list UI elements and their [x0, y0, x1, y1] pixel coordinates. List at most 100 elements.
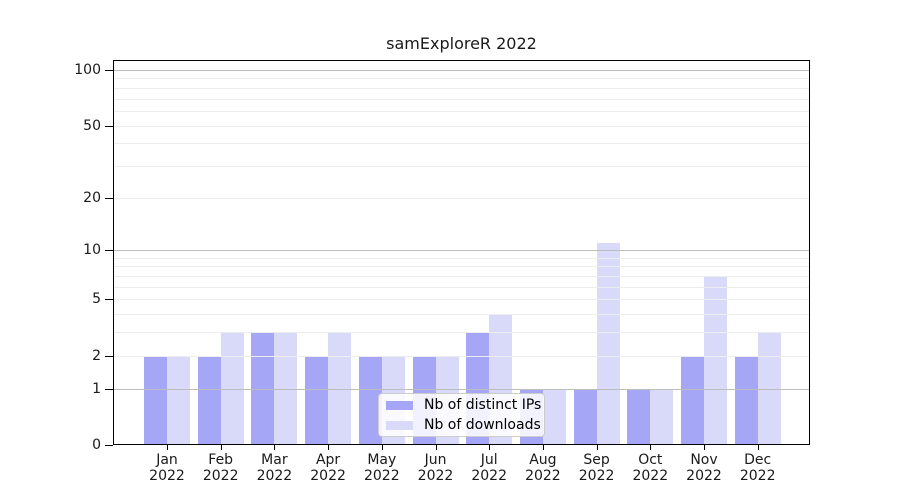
y-tick-mark [105, 125, 113, 127]
x-tick-mark [274, 445, 276, 450]
x-tick-mark [650, 445, 652, 450]
x-tick-label: Mar 2022 [242, 452, 306, 484]
x-tick-label: Oct 2022 [618, 452, 682, 484]
bar-distinct-ips-sep [573, 388, 597, 445]
x-tick-month: Jun [424, 452, 447, 468]
x-tick-mark [542, 445, 544, 450]
x-tick-year: 2022 [525, 468, 561, 484]
bar-distinct-ips-apr [305, 355, 329, 445]
minor-gridline [113, 332, 810, 334]
minor-gridline [113, 314, 810, 316]
x-tick-label: Apr 2022 [296, 452, 360, 484]
x-tick-mark [757, 445, 759, 450]
minor-gridline [113, 78, 810, 80]
legend-row: Nb of distinct IPs [379, 397, 544, 414]
x-tick-month: Jan [156, 452, 178, 468]
x-tick-year: 2022 [310, 468, 346, 484]
minor-gridline [113, 87, 810, 89]
x-tick-month: Mar [261, 452, 288, 468]
x-tick-mark [489, 445, 491, 450]
minor-gridline [113, 197, 810, 199]
legend-row: Nb of downloads [379, 417, 544, 434]
x-tick-label: Nov 2022 [672, 452, 736, 484]
x-tick-month: Dec [744, 452, 772, 468]
y-tick-label: 1 [92, 380, 101, 397]
x-tick-year: 2022 [417, 468, 454, 484]
y-tick-label: 100 [74, 62, 101, 79]
x-tick-year: 2022 [739, 468, 776, 484]
legend-label: Nb of downloads [424, 417, 541, 433]
y-tick-mark [105, 355, 113, 357]
y-tick-mark [105, 388, 113, 390]
legend: Nb of distinct IPs Nb of downloads [378, 393, 545, 437]
minor-gridline [113, 143, 810, 145]
x-tick-label: Aug 2022 [511, 452, 575, 484]
plot-area [113, 60, 810, 445]
bar-downloads-jan [167, 355, 190, 445]
minor-gridline [113, 110, 810, 112]
bar-downloads-sep [596, 243, 620, 445]
x-tick-mark [328, 445, 330, 450]
y-tick-label: 10 [83, 242, 101, 259]
bar-distinct-ips-nov [681, 355, 704, 445]
bar-distinct-ips-may [358, 355, 382, 445]
major-gridline [113, 388, 810, 390]
chart-title: samExploreR 2022 [386, 34, 537, 53]
major-gridline [113, 70, 810, 72]
x-tick-year: 2022 [686, 468, 722, 484]
x-tick-label: Dec 2022 [726, 452, 790, 484]
x-tick-month: Jul [480, 452, 498, 468]
y-tick-mark [105, 197, 113, 199]
y-tick-label: 0 [92, 437, 101, 453]
legend-swatch-distinct-ips [386, 400, 413, 410]
minor-gridline [113, 286, 810, 288]
bar-distinct-ips-dec [734, 355, 758, 445]
x-tick-year: 2022 [578, 468, 615, 484]
x-tick-label: Sep 2022 [565, 452, 629, 484]
x-tick-year: 2022 [632, 468, 669, 484]
y-tick-label: 2 [92, 347, 101, 364]
x-tick-month: Feb [208, 452, 234, 468]
x-tick-year: 2022 [256, 468, 293, 484]
x-tick-mark [704, 445, 705, 450]
x-tick-year: 2022 [149, 468, 185, 484]
y-tick-label: 20 [83, 189, 101, 206]
bar-distinct-ips-feb [197, 355, 221, 445]
x-tick-mark [596, 445, 598, 450]
bar-distinct-ips-oct [627, 388, 651, 445]
minor-gridline [113, 355, 810, 357]
x-tick-label: Jul 2022 [457, 452, 521, 484]
x-tick-label: Feb 2022 [189, 452, 253, 484]
x-tick-mark [381, 445, 383, 450]
minor-gridline [113, 98, 810, 100]
x-tick-label: Jan 2022 [135, 452, 199, 484]
x-tick-month: Aug [529, 452, 557, 468]
x-tick-mark [435, 445, 437, 450]
minor-gridline [113, 125, 810, 127]
bar-downloads-oct [650, 388, 674, 445]
bar-downloads-nov [704, 276, 727, 445]
x-tick-mark [220, 445, 222, 450]
bar-distinct-ips-jan [144, 355, 167, 445]
minor-gridline [113, 276, 810, 278]
legend-label: Nb of distinct IPs [424, 397, 542, 413]
y-tick-mark [105, 250, 113, 252]
y-tick-mark [105, 299, 113, 301]
x-tick-mark [167, 445, 168, 450]
x-tick-month: Sep [583, 452, 610, 468]
y-tick-label: 50 [83, 117, 101, 134]
minor-gridline [113, 257, 810, 259]
x-tick-label: Jun 2022 [404, 452, 468, 484]
minor-gridline [113, 299, 810, 301]
x-tick-month: Nov [690, 452, 718, 468]
x-tick-label: May 2022 [350, 452, 414, 484]
x-tick-month: Oct [638, 452, 663, 468]
bar-downloads-aug [542, 388, 566, 445]
major-gridline [113, 250, 810, 252]
minor-gridline [113, 165, 810, 167]
y-tick-label: 5 [92, 291, 101, 308]
minor-gridline [113, 266, 810, 268]
y-tick-mark [105, 70, 113, 72]
x-tick-month: Apr [315, 452, 341, 468]
